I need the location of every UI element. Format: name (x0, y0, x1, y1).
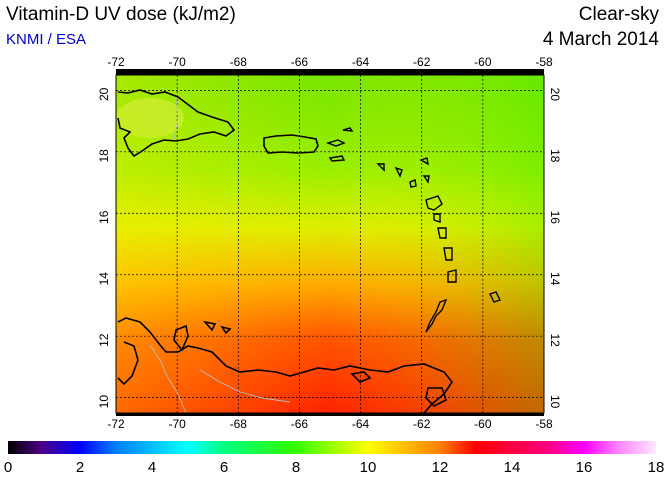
border-inland (199, 369, 291, 403)
island-barbados (489, 291, 501, 303)
sky-condition: Clear-sky (578, 4, 659, 25)
lon-tick-top: -72 (107, 55, 125, 69)
lat-tick-right: 16 (548, 211, 562, 225)
lon-tick-top: -70 (168, 55, 186, 69)
lat-tick-right: 12 (548, 334, 562, 348)
colorbar-tick-label: 18 (647, 459, 665, 476)
coast-margarita (350, 371, 372, 383)
coast-lesser-antilles (325, 127, 501, 333)
colorbar-tick-label: 4 (147, 459, 157, 476)
colorbar-tick-label: 6 (219, 459, 229, 476)
island-st-kitts (419, 157, 429, 166)
lon-tick-top: -66 (291, 55, 309, 69)
map-frame (115, 74, 545, 414)
coastlines (117, 89, 453, 414)
lon-tick-top: -60 (474, 55, 492, 69)
lon-tick-bottom: -60 (474, 417, 492, 431)
island-st-lucia (443, 247, 453, 261)
lon-tick-bottom: -72 (107, 417, 125, 431)
map-top-bar (116, 69, 544, 75)
coast-lake-maracaibo (117, 341, 139, 386)
colorbar (8, 441, 656, 454)
lat-tick-right: 20 (548, 88, 562, 102)
uv-field-tint (116, 75, 544, 413)
colorbar-tick-label: 2 (75, 459, 85, 476)
island-guadeloupe (425, 195, 443, 211)
lon-tick-bottom: -70 (168, 417, 186, 431)
coast-puerto-rico (263, 134, 319, 154)
colorbar-tick-label: 10 (359, 459, 377, 476)
lat-tick-left: 18 (97, 149, 111, 163)
lon-tick-bottom: -58 (535, 417, 553, 431)
colorbar-tick-label: 0 (3, 459, 13, 476)
lon-tick-top: -58 (535, 55, 553, 69)
chart-title: Vitamin-D UV dose (kJ/m2) (6, 4, 236, 25)
coast-hispaniola (117, 89, 236, 158)
border-colombia-venezuela (149, 344, 187, 414)
lat-tick-right: 18 (548, 149, 562, 163)
lat-tick-left: 16 (97, 210, 111, 224)
lat-tick-right: 14 (548, 272, 562, 286)
map-bottom-bar (116, 413, 544, 416)
lon-tick-bottom: -66 (291, 417, 309, 431)
island-virgin (325, 139, 346, 147)
lon-tick-top: -64 (352, 55, 370, 69)
colorbar-tick-label: 8 (291, 459, 301, 476)
island-dominica (433, 213, 441, 223)
lat-tick-left: 20 (97, 87, 111, 101)
island-barbuda (394, 166, 403, 178)
lon-tick-top: -68 (230, 55, 248, 69)
lat-tick-left: 14 (97, 272, 111, 286)
lon-tick-bottom: -64 (352, 417, 370, 431)
lat-tick-left: 12 (97, 333, 111, 347)
lat-tick-right: 10 (548, 395, 562, 409)
island-martinique (437, 227, 447, 239)
island-grenadines (425, 298, 448, 333)
island-anguilla (376, 163, 385, 172)
date-label: 4 March 2014 (542, 29, 659, 50)
border-haiti-dr (173, 96, 179, 141)
lon-tick-bottom: -62 (413, 417, 431, 431)
island-st-vincent (447, 269, 457, 283)
island-anegada (342, 127, 354, 132)
island-st-croix (328, 155, 346, 162)
data-credit: KNMI / ESA (6, 31, 87, 48)
colorbar-tick-label: 12 (431, 459, 449, 476)
uv-field-patch (116, 98, 184, 138)
coast-south-america (117, 317, 453, 414)
colorbar-tick-label: 16 (575, 459, 593, 476)
island-montserrat (422, 175, 430, 184)
country-borders (149, 96, 291, 414)
coast-aruba-curacao (173, 320, 232, 352)
lon-tick-top: -62 (413, 55, 431, 69)
lat-tick-left: 10 (97, 395, 111, 409)
island-antigua (409, 179, 417, 188)
axis-ticks: -72 -72 -70 -70 -68 -68 -66 -66 -64 -64 -62 -62 -60 -… (97, 55, 562, 431)
coast-trinidad (425, 387, 447, 407)
colorbar-tick-label: 14 (503, 459, 521, 476)
lon-tick-bottom: -68 (230, 417, 248, 431)
